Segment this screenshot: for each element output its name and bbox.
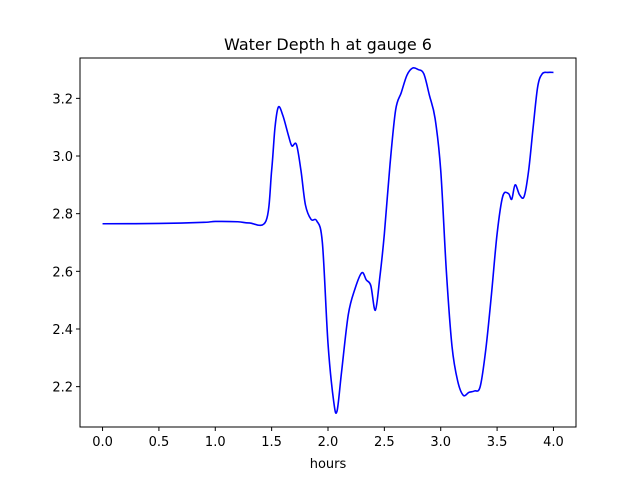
x-tick-label: 4.0: [543, 435, 564, 450]
x-tick-label: 2.0: [318, 435, 339, 450]
x-tick-label: 3.0: [430, 435, 451, 450]
x-tick-label: 2.5: [374, 435, 395, 450]
y-tick-label: 2.6: [52, 265, 73, 280]
y-axis: 2.2 2.4 2.6 2.8 3.0 3.2: [52, 92, 80, 396]
plot-area: [102, 66, 554, 414]
x-tick-label: 0.0: [92, 435, 113, 450]
x-tick-label: 1.0: [205, 435, 226, 450]
y-tick-label: 3.0: [52, 150, 73, 165]
x-tick-label: 0.5: [149, 435, 170, 450]
x-tick-label: 1.5: [261, 435, 282, 450]
plot-frame: [79, 57, 577, 428]
chart-title: Water Depth h at gauge 6: [224, 35, 432, 54]
series-line-0: [102, 66, 554, 414]
x-tick-label: 3.5: [487, 435, 508, 450]
y-tick-label: 2.2: [52, 381, 73, 396]
y-tick-label: 2.8: [52, 208, 73, 223]
x-axis: 0.0 0.5 1.0 1.5 2.0 2.5 3.0 3.5 4.0: [92, 427, 564, 450]
y-tick-label: 2.4: [52, 323, 73, 338]
x-axis-label: hours: [310, 457, 347, 472]
y-tick-label: 3.2: [52, 92, 73, 107]
